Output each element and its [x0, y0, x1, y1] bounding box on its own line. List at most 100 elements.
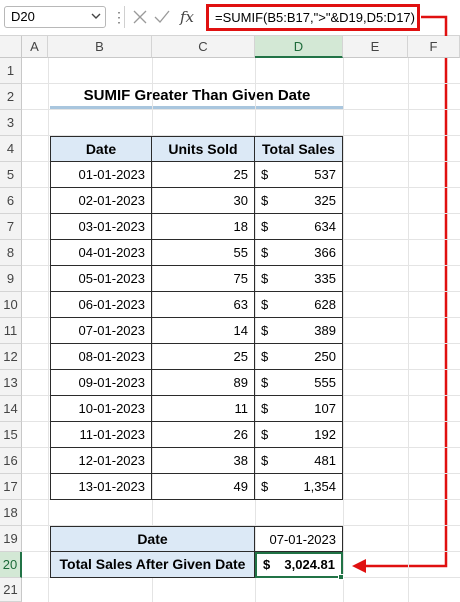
units-cell[interactable]: 25 [152, 162, 255, 188]
sales-value: 335 [314, 271, 336, 286]
units-cell[interactable]: 89 [152, 370, 255, 396]
column-header-d[interactable]: D [255, 36, 343, 58]
date-cell[interactable]: 05-01-2023 [50, 266, 152, 292]
currency-symbol: $ [261, 349, 269, 364]
units-cell[interactable]: 55 [152, 240, 255, 266]
sales-cell[interactable]: $1,354 [255, 474, 343, 500]
column-header-b[interactable]: B [48, 36, 152, 58]
date-input-cell[interactable]: 07-01-2023 [255, 526, 343, 552]
row-header-3[interactable]: 3 [0, 110, 22, 136]
row-header-21[interactable]: 21 [0, 578, 22, 602]
units-cell[interactable]: 75 [152, 266, 255, 292]
row-header-16[interactable]: 16 [0, 448, 22, 474]
cancel-icon[interactable] [132, 8, 148, 26]
sales-value: 107 [314, 401, 336, 416]
table-header-cell: Date [50, 136, 152, 162]
currency-symbol: $ [261, 193, 269, 208]
sales-cell[interactable]: $192 [255, 422, 343, 448]
units-cell[interactable]: 63 [152, 292, 255, 318]
sales-value: 1,354 [303, 479, 336, 494]
units-cell[interactable]: 26 [152, 422, 255, 448]
sales-cell[interactable]: $537 [255, 162, 343, 188]
row-header-19[interactable]: 19 [0, 526, 22, 552]
sales-cell[interactable]: $325 [255, 188, 343, 214]
row-header-7[interactable]: 7 [0, 214, 22, 240]
row-header-2[interactable]: 2 [0, 84, 22, 110]
sales-cell[interactable]: $555 [255, 370, 343, 396]
column-header-c[interactable]: C [152, 36, 255, 58]
units-cell[interactable]: 38 [152, 448, 255, 474]
row-header-1[interactable]: 1 [0, 58, 22, 84]
row-header-5[interactable]: 5 [0, 162, 22, 188]
units-cell[interactable]: 25 [152, 344, 255, 370]
gridline [22, 525, 460, 526]
sales-cell[interactable]: $389 [255, 318, 343, 344]
date-cell[interactable]: 07-01-2023 [50, 318, 152, 344]
date-cell[interactable]: 02-01-2023 [50, 188, 152, 214]
insert-function-icon[interactable]: fx [180, 8, 195, 26]
units-cell[interactable]: 30 [152, 188, 255, 214]
chevron-down-icon[interactable] [90, 8, 102, 24]
gridline [255, 58, 256, 602]
gridline [22, 135, 460, 136]
row-header-6[interactable]: 6 [0, 188, 22, 214]
row-header-20[interactable]: 20 [0, 552, 22, 578]
formula-input[interactable]: =SUMIF(B5:B17,">"&D19,D5:D17) [206, 4, 420, 31]
sales-value: 366 [314, 245, 336, 260]
gridline [48, 58, 49, 602]
sales-cell[interactable]: $335 [255, 266, 343, 292]
units-cell[interactable]: 49 [152, 474, 255, 500]
sales-value: 389 [314, 323, 336, 338]
date-cell[interactable]: 08-01-2023 [50, 344, 152, 370]
table-header-cell: Units Sold [152, 136, 255, 162]
row-header-9[interactable]: 9 [0, 266, 22, 292]
units-cell[interactable]: 14 [152, 318, 255, 344]
date-cell[interactable]: 13-01-2023 [50, 474, 152, 500]
enter-check-icon[interactable] [153, 8, 171, 26]
row-header-13[interactable]: 13 [0, 370, 22, 396]
title-underline [50, 106, 344, 109]
date-cell[interactable]: 11-01-2023 [50, 422, 152, 448]
sales-cell[interactable]: $366 [255, 240, 343, 266]
column-header-a[interactable]: A [22, 36, 48, 58]
sales-cell[interactable]: $250 [255, 344, 343, 370]
date-label-cell: Date [50, 526, 255, 552]
name-box[interactable]: D20 [4, 6, 106, 28]
row-header-11[interactable]: 11 [0, 318, 22, 344]
units-cell[interactable]: 11 [152, 396, 255, 422]
select-all-corner[interactable] [0, 36, 22, 58]
currency-symbol: $ [261, 297, 269, 312]
sales-cell[interactable]: $481 [255, 448, 343, 474]
fill-handle[interactable] [338, 574, 344, 580]
currency-symbol: $ [261, 271, 269, 286]
row-header-10[interactable]: 10 [0, 292, 22, 318]
column-header-e[interactable]: E [343, 36, 408, 58]
sales-value: 481 [314, 453, 336, 468]
date-cell[interactable]: 09-01-2023 [50, 370, 152, 396]
sales-cell[interactable]: $107 [255, 396, 343, 422]
gridline [343, 58, 344, 602]
row-header-8[interactable]: 8 [0, 240, 22, 266]
sales-value: 192 [314, 427, 336, 442]
row-header-15[interactable]: 15 [0, 422, 22, 448]
row-header-14[interactable]: 14 [0, 396, 22, 422]
date-cell[interactable]: 10-01-2023 [50, 396, 152, 422]
date-cell[interactable]: 12-01-2023 [50, 448, 152, 474]
column-header-f[interactable]: F [408, 36, 460, 58]
row-header-12[interactable]: 12 [0, 344, 22, 370]
result-cell[interactable]: $3,024.81 [255, 552, 343, 578]
result-value: 3,024.81 [284, 557, 335, 572]
date-cell[interactable]: 01-01-2023 [50, 162, 152, 188]
units-cell[interactable]: 18 [152, 214, 255, 240]
sales-value: 628 [314, 297, 336, 312]
date-cell[interactable]: 04-01-2023 [50, 240, 152, 266]
sales-cell[interactable]: $634 [255, 214, 343, 240]
currency-symbol: $ [261, 167, 269, 182]
sales-value: 250 [314, 349, 336, 364]
row-header-18[interactable]: 18 [0, 500, 22, 526]
row-header-17[interactable]: 17 [0, 474, 22, 500]
sales-cell[interactable]: $628 [255, 292, 343, 318]
date-cell[interactable]: 06-01-2023 [50, 292, 152, 318]
date-cell[interactable]: 03-01-2023 [50, 214, 152, 240]
row-header-4[interactable]: 4 [0, 136, 22, 162]
